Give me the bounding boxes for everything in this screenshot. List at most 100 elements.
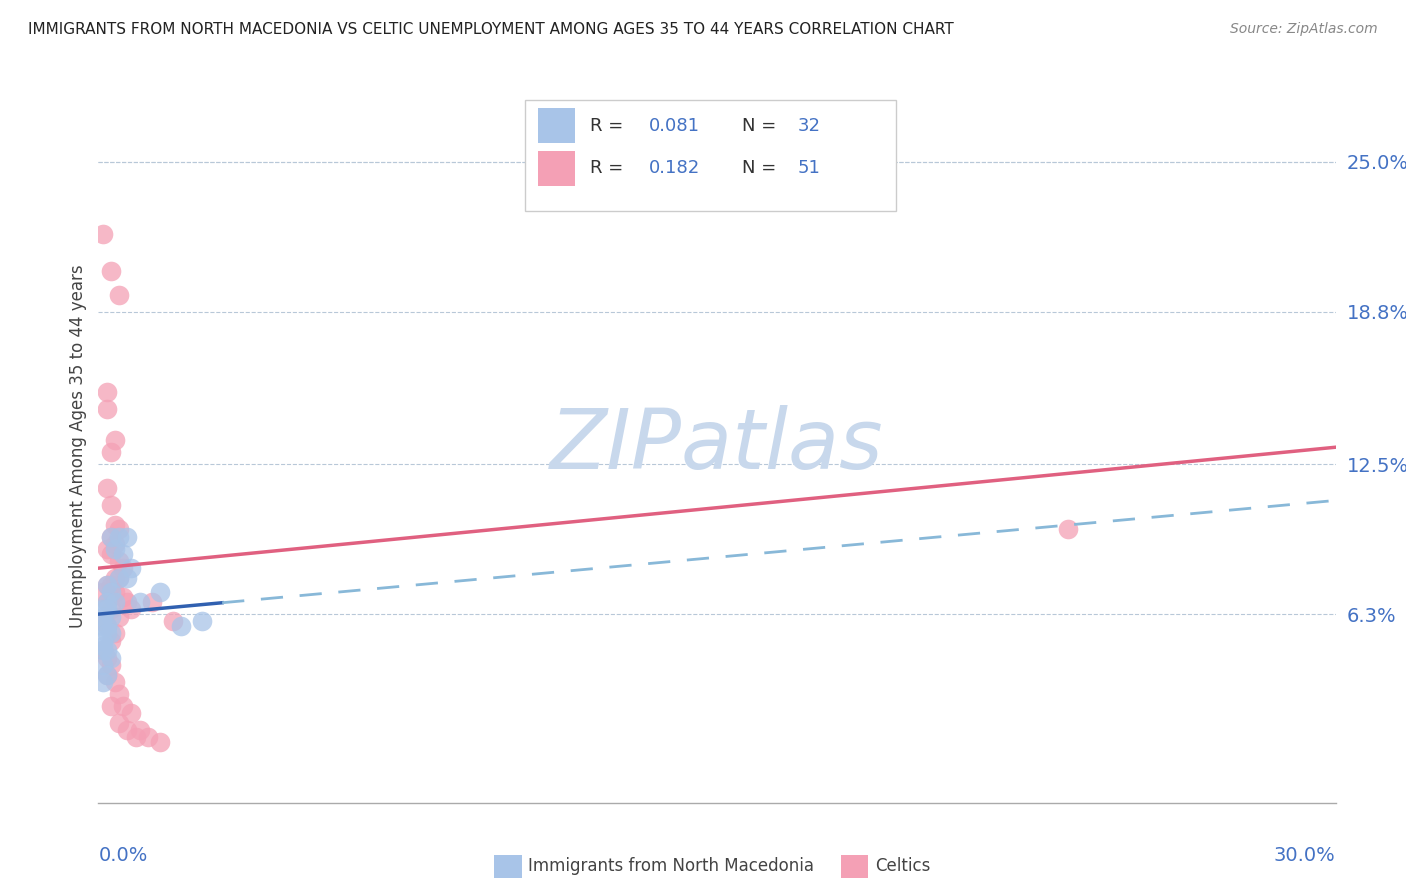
Point <box>108 288 131 302</box>
Point <box>124 731 146 745</box>
Point <box>117 723 139 738</box>
Point <box>91 602 114 616</box>
Point <box>91 643 114 657</box>
Point <box>1056 523 1078 537</box>
Point <box>100 626 122 640</box>
Point <box>96 643 118 657</box>
Point <box>96 619 118 633</box>
Point <box>100 602 122 616</box>
Point <box>108 571 131 585</box>
Point <box>91 585 114 599</box>
Point <box>100 633 122 648</box>
Point <box>100 578 122 592</box>
Point <box>91 643 114 657</box>
Point <box>96 578 118 592</box>
FancyBboxPatch shape <box>495 855 522 878</box>
Point <box>108 554 131 568</box>
Point <box>100 498 122 512</box>
Point <box>96 595 118 609</box>
Point <box>91 609 114 624</box>
Point <box>108 530 131 544</box>
Point <box>100 547 122 561</box>
Text: N =: N = <box>742 117 782 135</box>
FancyBboxPatch shape <box>841 855 868 878</box>
Point <box>96 595 118 609</box>
Text: R =: R = <box>589 117 628 135</box>
Point <box>108 571 131 585</box>
Point <box>96 384 118 399</box>
Text: Source: ZipAtlas.com: Source: ZipAtlas.com <box>1230 22 1378 37</box>
Text: 51: 51 <box>797 160 820 178</box>
Point <box>96 578 118 592</box>
Point <box>120 561 142 575</box>
Point <box>96 602 118 616</box>
Point <box>100 657 122 672</box>
Point <box>100 609 122 624</box>
Point <box>149 585 172 599</box>
Text: R =: R = <box>589 160 628 178</box>
Point <box>91 633 114 648</box>
Point <box>96 650 118 665</box>
Point <box>104 585 127 599</box>
Point <box>162 615 184 629</box>
Text: ZIPatlas: ZIPatlas <box>550 406 884 486</box>
Point <box>91 619 114 633</box>
Point <box>149 735 172 749</box>
FancyBboxPatch shape <box>526 100 897 211</box>
Point <box>96 481 118 495</box>
FancyBboxPatch shape <box>537 152 575 186</box>
Point <box>128 595 150 609</box>
Point <box>117 571 139 585</box>
Point <box>108 687 131 701</box>
Text: 0.182: 0.182 <box>650 160 700 178</box>
Point <box>100 650 122 665</box>
Point <box>104 433 127 447</box>
Text: Immigrants from North Macedonia: Immigrants from North Macedonia <box>527 857 814 875</box>
Y-axis label: Unemployment Among Ages 35 to 44 years: Unemployment Among Ages 35 to 44 years <box>69 264 87 628</box>
Point <box>91 674 114 689</box>
Point <box>100 263 122 277</box>
Point <box>117 530 139 544</box>
Text: 0.081: 0.081 <box>650 117 700 135</box>
Point <box>120 602 142 616</box>
Point <box>190 615 212 629</box>
Point <box>96 401 118 416</box>
Point <box>141 595 163 609</box>
Point <box>170 619 193 633</box>
Text: 32: 32 <box>797 117 821 135</box>
Point <box>91 639 114 653</box>
Text: Celtics: Celtics <box>876 857 931 875</box>
Point <box>104 541 127 556</box>
Point <box>108 523 131 537</box>
Point <box>96 667 118 681</box>
Point <box>117 595 139 609</box>
Point <box>100 530 122 544</box>
FancyBboxPatch shape <box>537 109 575 143</box>
Point <box>91 657 114 672</box>
Text: IMMIGRANTS FROM NORTH MACEDONIA VS CELTIC UNEMPLOYMENT AMONG AGES 35 TO 44 YEARS: IMMIGRANTS FROM NORTH MACEDONIA VS CELTI… <box>28 22 953 37</box>
Point <box>104 674 127 689</box>
Point <box>96 667 118 681</box>
Point <box>104 537 127 551</box>
Point <box>104 595 127 609</box>
Point <box>96 541 118 556</box>
Point <box>136 731 159 745</box>
Point <box>100 699 122 714</box>
Point <box>104 571 127 585</box>
Point <box>112 590 135 604</box>
Point <box>104 517 127 532</box>
Point <box>100 585 122 599</box>
Point <box>112 547 135 561</box>
Point <box>96 619 118 633</box>
Point <box>100 445 122 459</box>
Point <box>108 716 131 731</box>
Point <box>120 706 142 721</box>
Point <box>91 227 114 242</box>
Text: 30.0%: 30.0% <box>1274 846 1336 864</box>
Text: 0.0%: 0.0% <box>98 846 148 864</box>
Point <box>100 530 122 544</box>
Point <box>112 699 135 714</box>
Point <box>108 609 131 624</box>
Text: N =: N = <box>742 160 782 178</box>
Point <box>96 626 118 640</box>
